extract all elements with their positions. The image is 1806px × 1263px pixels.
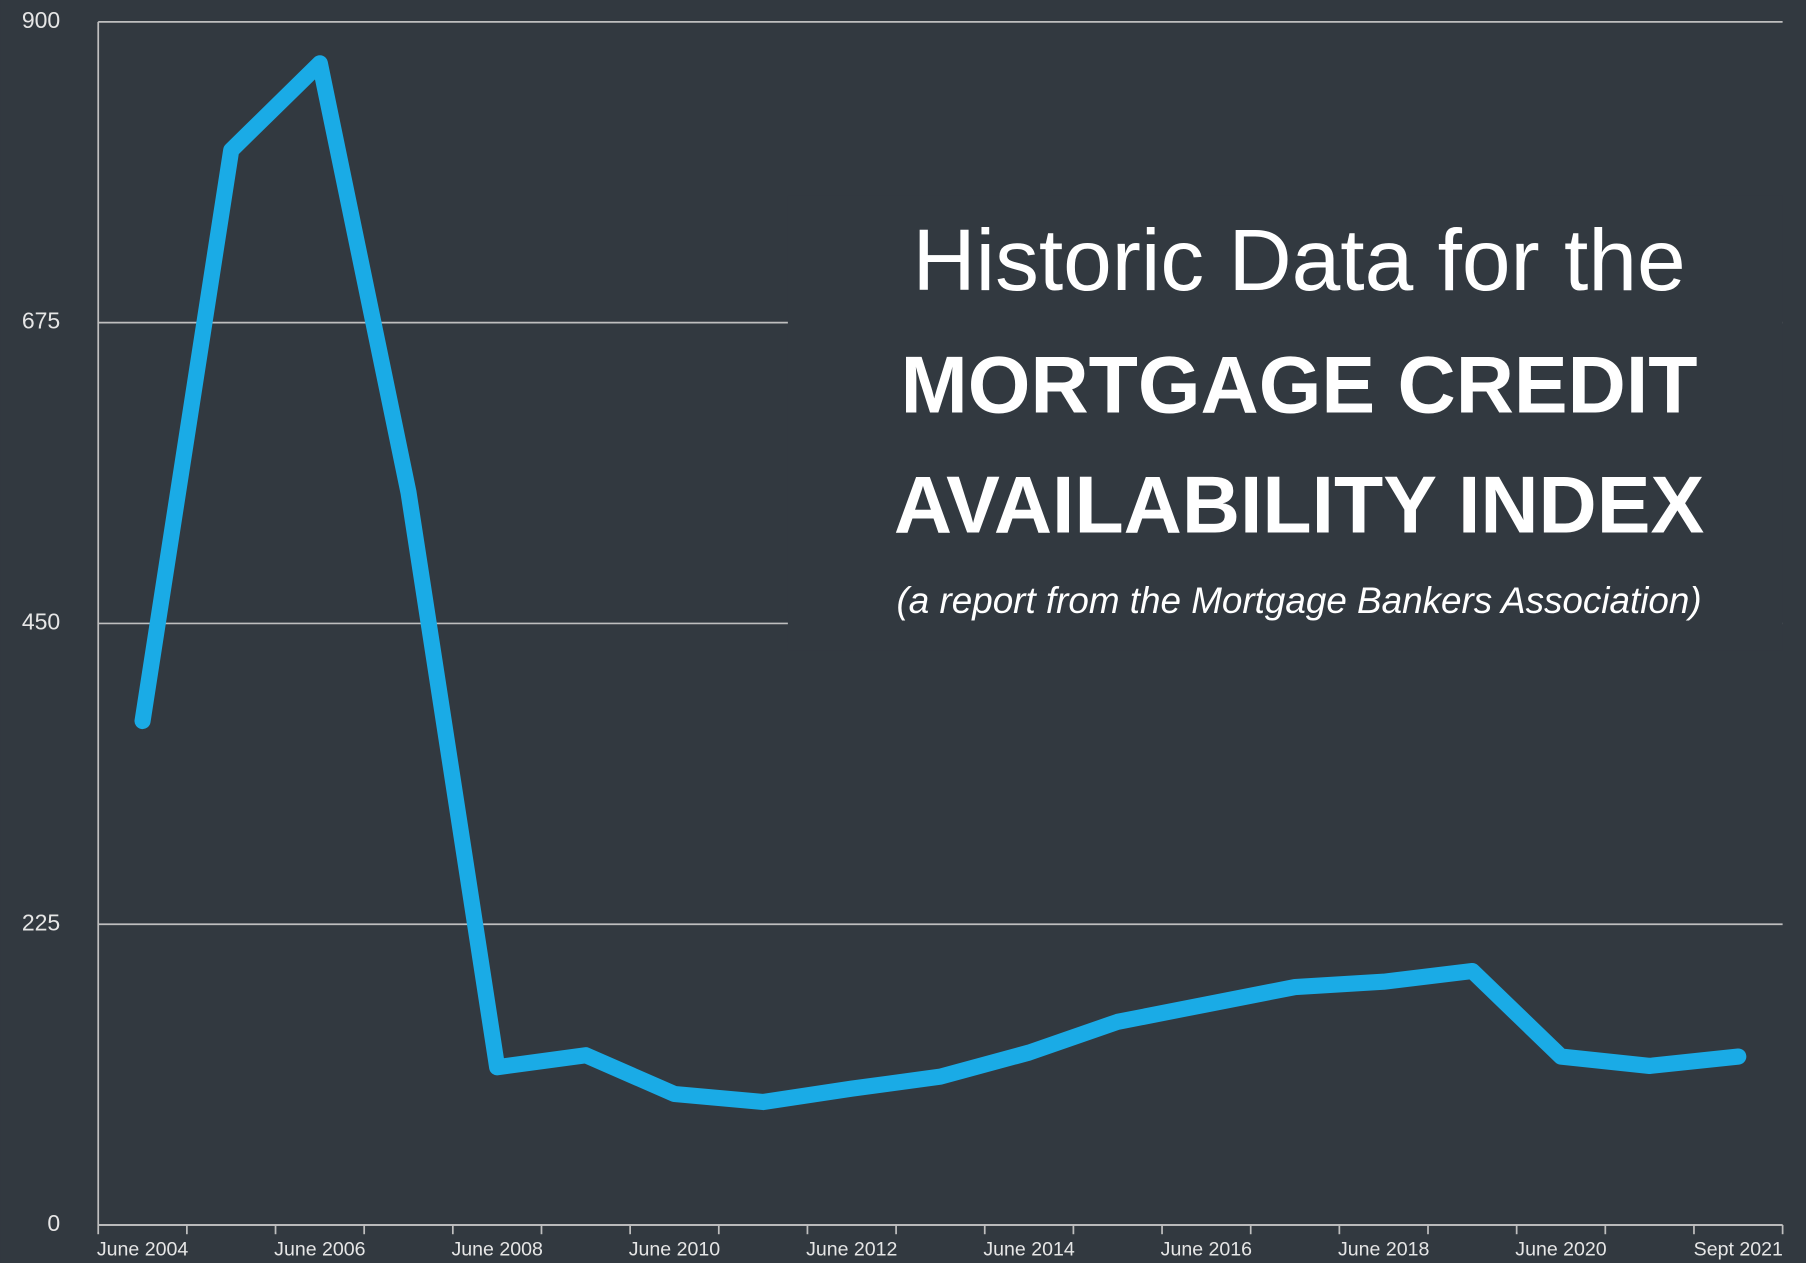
line-series: [134, 55, 1747, 1111]
x-tick-label: June 2010: [629, 1239, 720, 1261]
x-tick-label: June 2016: [1161, 1239, 1252, 1261]
y-tick-label: 450: [22, 609, 60, 635]
x-tick-label: June 2014: [983, 1239, 1074, 1261]
x-tick-label: June 2004: [97, 1239, 188, 1261]
x-tick-label: June 2008: [451, 1239, 542, 1261]
x-tick-label: June 2020: [1515, 1239, 1606, 1261]
y-tick-label: 0: [47, 1210, 60, 1236]
y-tick-label: 225: [22, 909, 60, 935]
y-tick-label: 900: [22, 7, 60, 33]
y-tick-label: 675: [22, 308, 60, 334]
title-line: AVAILABILITY INDEX: [894, 460, 1705, 550]
plot: [134, 55, 1747, 1111]
x-tick-label: June 2006: [274, 1239, 365, 1261]
x-tick-label: June 2012: [806, 1239, 897, 1261]
subtitle: (a report from the Mortgage Bankers Asso…: [896, 580, 1701, 621]
title-line: Historic Data for the: [912, 211, 1685, 309]
title-line: MORTGAGE CREDIT: [901, 341, 1698, 431]
title-panel: [787, 195, 1783, 651]
x-tick-label: June 2018: [1338, 1239, 1429, 1261]
x-tick-label: Sept 2021: [1694, 1239, 1783, 1261]
